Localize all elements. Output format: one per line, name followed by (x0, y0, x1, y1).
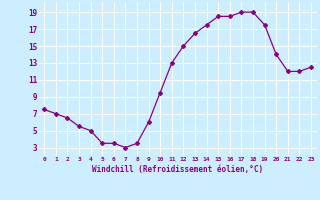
X-axis label: Windchill (Refroidissement éolien,°C): Windchill (Refroidissement éolien,°C) (92, 165, 263, 174)
